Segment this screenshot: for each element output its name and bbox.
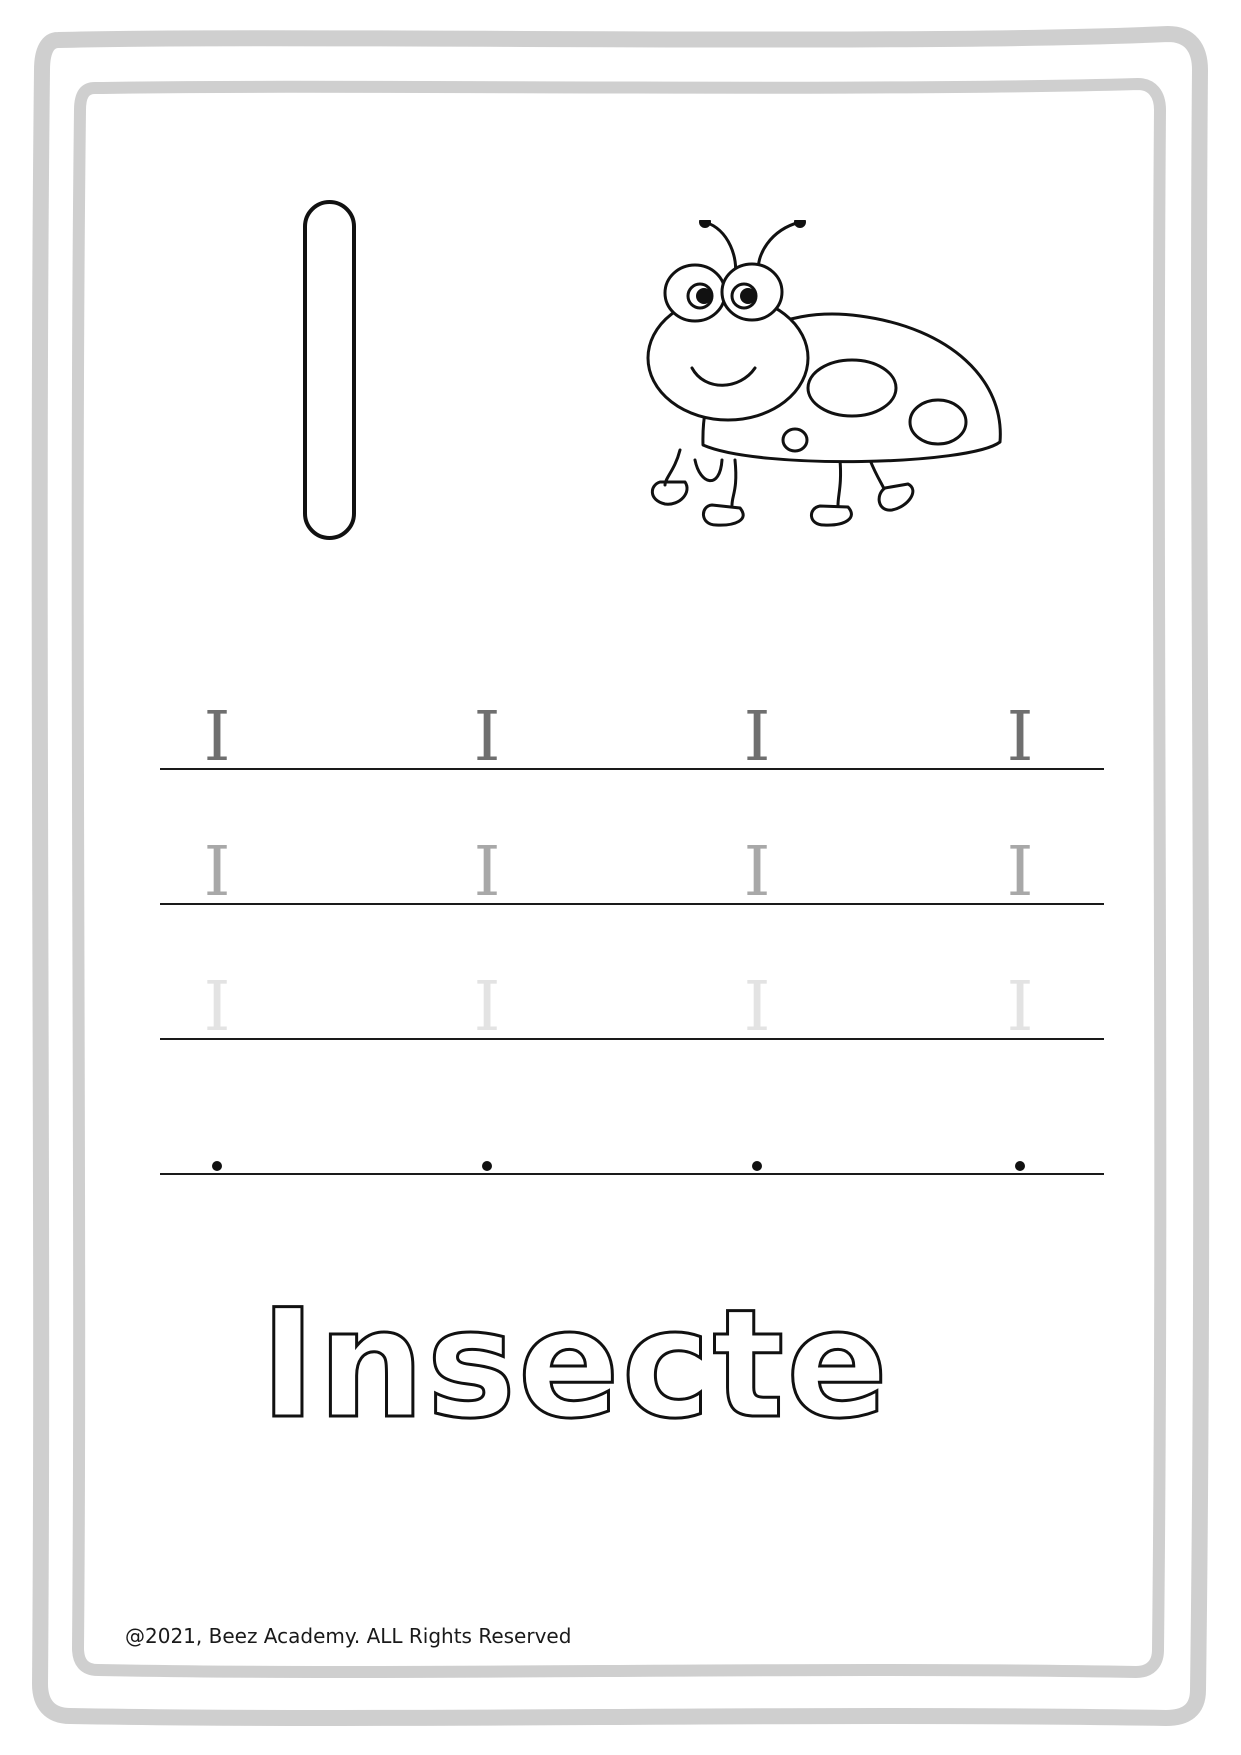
- copyright-footer: @2021, Beez Academy. ALL Rights Reserved: [125, 1624, 572, 1648]
- writing-baseline: [160, 1038, 1104, 1040]
- start-dot: [482, 1161, 492, 1171]
- antenna-tip-right: [794, 220, 806, 228]
- inner-frame: [71, 77, 1167, 1679]
- trace-letter: I: [473, 833, 501, 912]
- trace-letter: I: [1006, 833, 1034, 912]
- start-dot: [1015, 1161, 1025, 1171]
- ladybug-icon: [646, 220, 1002, 527]
- start-dot: [752, 1161, 762, 1171]
- trace-letter: I: [1006, 968, 1034, 1047]
- start-dot: [212, 1161, 222, 1171]
- trace-letter: I: [1006, 698, 1034, 777]
- trace-letter: I: [743, 833, 771, 912]
- word-outline: Insecte: [259, 1278, 890, 1452]
- trace-letter: I: [743, 698, 771, 777]
- writing-baseline: [160, 903, 1104, 905]
- writing-baseline: [160, 1173, 1104, 1175]
- trace-letter: I: [203, 968, 231, 1047]
- trace-letter: I: [203, 833, 231, 912]
- big-letter-outline: [303, 200, 356, 540]
- trace-row: [160, 1095, 1104, 1175]
- trace-letter: I: [473, 698, 501, 777]
- trace-letter: I: [743, 968, 771, 1047]
- trace-letter: I: [473, 968, 501, 1047]
- writing-baseline: [160, 768, 1104, 770]
- antenna-tip-left: [699, 220, 711, 228]
- trace-letter: I: [203, 698, 231, 777]
- outer-frame: [31, 25, 1210, 1727]
